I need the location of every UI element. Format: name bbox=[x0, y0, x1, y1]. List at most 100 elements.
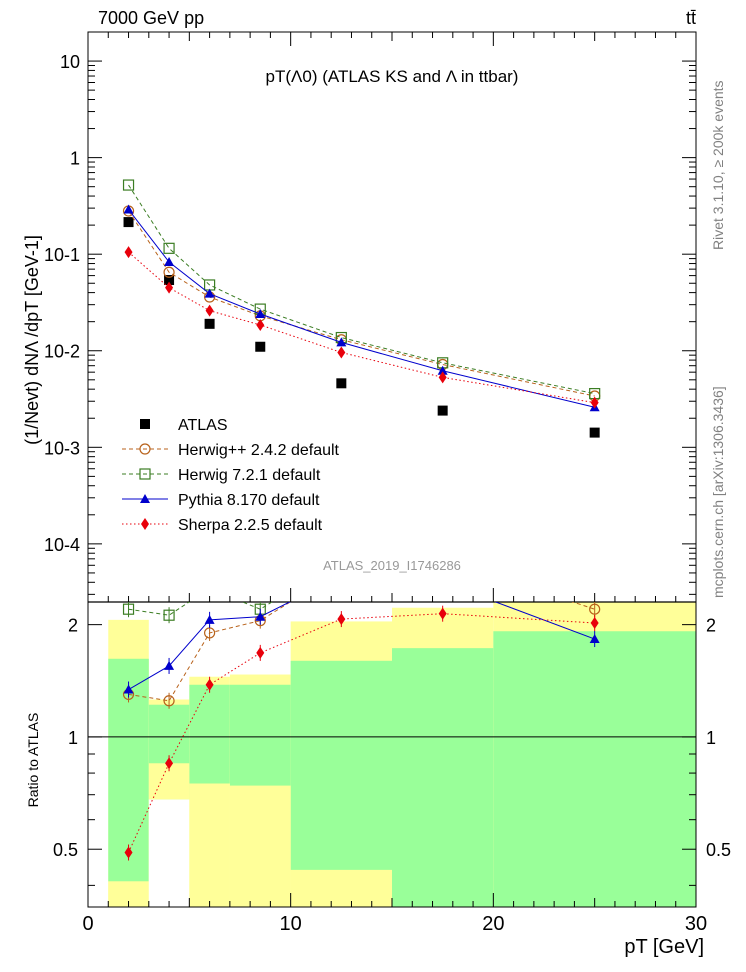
x-tick-label: 30 bbox=[685, 913, 707, 935]
data-point-atlas bbox=[336, 378, 347, 389]
data-point-pythia-8-170-default bbox=[204, 288, 215, 298]
x-tick-label: 0 bbox=[82, 913, 93, 935]
legend-label-sherpa-2-2-5-default: Sherpa 2.2.5 default bbox=[178, 517, 323, 534]
ratio-point-pythia-8-170-default bbox=[123, 684, 134, 694]
ratio-point-sherpa-2-2-5-default bbox=[165, 757, 174, 770]
data-point-herwig-7-2-1-default bbox=[163, 242, 175, 254]
data-point-pythia-8-170-default bbox=[437, 365, 448, 375]
ratio-series-clipped bbox=[122, 577, 601, 861]
ratio-y-tick-label: 0.5 bbox=[53, 840, 78, 860]
data-point-atlas bbox=[255, 341, 266, 352]
main-y-tick-label: 10-1 bbox=[44, 245, 80, 265]
legend-label-herwig-2-4-2-default: Herwig++ 2.4.2 default bbox=[178, 442, 340, 459]
band-segment bbox=[229, 785, 291, 907]
ratio-panel: 0.5 0.51 12 20 10 20 30 Ratio to ATLAS pT [GeV… bbox=[25, 577, 731, 958]
ratio-axes: 0.5 0.51 12 20 10 20 30 bbox=[53, 601, 731, 935]
legend-marker-sherpa-2-2-5-default bbox=[141, 518, 149, 530]
legend: ATLAS Herwig++ 2.4.2 default Herwig 7.2.1 … bbox=[122, 417, 340, 534]
band-segment bbox=[189, 783, 230, 907]
legend-label-atlas: ATLAS bbox=[178, 417, 228, 434]
data-point-sherpa-2-2-5-default bbox=[590, 396, 599, 409]
main-y-tick-label: 10-3 bbox=[44, 438, 80, 458]
band-inner bbox=[290, 660, 392, 870]
series-line-herwig-7-2-1-default bbox=[128, 184, 595, 395]
legend-label-pythia-8-170-default: Pythia 8.170 default bbox=[178, 492, 320, 509]
ratio-point-sherpa-2-2-5-default bbox=[438, 607, 447, 620]
band-inner bbox=[493, 631, 696, 907]
mcplots-label: mcplots.cern.ch [arXiv:1306.3436] bbox=[710, 386, 726, 598]
ratio-point-pythia-8-170-default bbox=[204, 614, 215, 624]
data-point-sherpa-2-2-5-default bbox=[337, 346, 346, 359]
main-panel: pT(Λ0) (ATLAS KS and Λ in ttbar) (1/Nevt… bbox=[22, 31, 697, 603]
ratio-point-sherpa-2-2-5-default bbox=[124, 846, 133, 859]
data-point-sherpa-2-2-5-default bbox=[205, 304, 214, 317]
ratio-point-herwig-2-4-2-default bbox=[589, 603, 601, 615]
main-series bbox=[122, 179, 601, 438]
band-inner bbox=[229, 684, 291, 786]
energy-label: 7000 GeV pp bbox=[98, 8, 204, 28]
data-point-pythia-8-170-default bbox=[164, 257, 175, 267]
analysis-id-label: ATLAS_2019_I1746286 bbox=[323, 558, 461, 573]
ratio-y-tick-label: 2 bbox=[68, 616, 78, 636]
data-point-herwig-7-2-1-default bbox=[122, 179, 135, 191]
legend-marker-pythia-8-170-default bbox=[140, 494, 150, 503]
ratio-point-sherpa-2-2-5-default bbox=[205, 678, 214, 691]
data-point-pythia-8-170-default bbox=[123, 204, 134, 214]
data-point-sherpa-2-2-5-default bbox=[165, 281, 174, 294]
data-point-pythia-8-170-default bbox=[336, 337, 347, 347]
ratio-y-tick-label: 1 bbox=[68, 728, 78, 748]
data-point-atlas bbox=[589, 427, 600, 438]
data-point-atlas bbox=[437, 405, 448, 416]
ratio-y-tick-label-right: 1 bbox=[706, 728, 716, 748]
ratio-point-herwig-2-4-2-default bbox=[163, 695, 175, 707]
data-point-sherpa-2-2-5-default bbox=[124, 246, 133, 259]
main-y-tick-label: 10-2 bbox=[44, 342, 80, 362]
band-inner bbox=[189, 684, 230, 784]
main-y-tick-label: 10-4 bbox=[44, 535, 80, 555]
ratio-y-tick-label-right: 2 bbox=[706, 616, 716, 636]
data-point-sherpa-2-2-5-default bbox=[256, 318, 265, 331]
x-axis-label: pT [GeV] bbox=[624, 936, 704, 958]
rivet-version-label: Rivet 3.1.10, ≥ 200k events bbox=[710, 80, 726, 250]
ratio-point-herwig-2-4-2-default bbox=[204, 627, 216, 639]
main-y-tick-label: 1 bbox=[70, 149, 80, 169]
legend-marker-herwig-2-4-2-default bbox=[139, 443, 151, 455]
ratio-point-pythia-8-170-default bbox=[589, 634, 600, 644]
ratio-point-herwig-7-2-1-default bbox=[590, 583, 600, 593]
main-y-tick-label: 10 bbox=[60, 52, 80, 72]
ratio-point-herwig-7-2-1-default bbox=[163, 609, 175, 621]
data-point-atlas bbox=[204, 318, 215, 329]
ratio-uncertainty-bands bbox=[108, 602, 696, 907]
ratio-y-tick-label-right: 0.5 bbox=[706, 840, 731, 860]
data-point-herwig-2-4-2-default bbox=[163, 266, 175, 278]
ratio-point-pythia-8-170-default bbox=[255, 611, 266, 621]
legend-label-herwig-7-2-1-default: Herwig 7.2.1 default bbox=[178, 467, 321, 484]
ratio-point-herwig-7-2-1-default bbox=[205, 583, 215, 593]
band-inner bbox=[392, 648, 494, 907]
main-axes: 10 1 10-1 10-2 10-3 10-4 bbox=[44, 31, 697, 603]
process-label: tt̄ bbox=[686, 8, 696, 28]
ratio-point-sherpa-2-2-5-default bbox=[590, 617, 599, 630]
x-tick-label: 10 bbox=[280, 913, 302, 935]
series-line-pythia-8-170-default bbox=[128, 209, 595, 408]
band-segment bbox=[290, 869, 392, 907]
x-tick-label: 20 bbox=[482, 913, 504, 935]
ratio-y-axis-label: Ratio to ATLAS bbox=[25, 713, 41, 808]
ratio-series bbox=[122, 577, 601, 861]
data-point-atlas bbox=[123, 217, 134, 228]
ratio-point-sherpa-2-2-5-default bbox=[337, 613, 346, 626]
ratio-point-pythia-8-170-default bbox=[164, 660, 175, 670]
data-point-pythia-8-170-default bbox=[255, 309, 266, 319]
ratio-point-herwig-7-2-1-default bbox=[122, 603, 135, 615]
ratio-point-pythia-8-170-default bbox=[438, 577, 448, 586]
band-segment bbox=[148, 799, 190, 907]
main-title: pT(Λ0) (ATLAS KS and Λ in ttbar) bbox=[266, 67, 519, 86]
main-y-axis-label: (1/Nevt) dNΛ /dpT [GeV-1] bbox=[22, 235, 42, 445]
series-line-herwig-2-4-2-default bbox=[128, 210, 595, 397]
data-point-atlas bbox=[164, 275, 175, 286]
ratio-point-sherpa-2-2-5-default bbox=[256, 646, 265, 659]
data-point-sherpa-2-2-5-default bbox=[438, 371, 447, 384]
legend-marker-atlas bbox=[140, 419, 150, 429]
legend-marker-herwig-7-2-1-default bbox=[139, 468, 151, 480]
